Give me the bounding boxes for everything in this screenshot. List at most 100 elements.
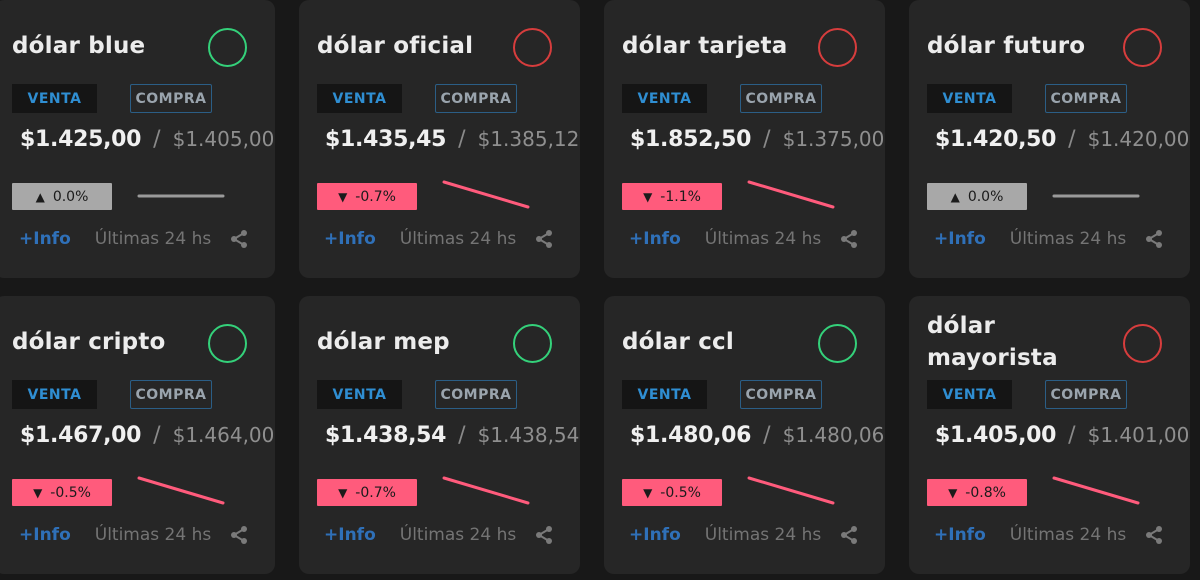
last-24h-label: Últimas 24 hs [1009,229,1127,249]
change-arrow-icon: ▼ [338,189,348,204]
rate-card-mayorista[interactable]: dólar mayorista VENTA COMPRA $1.405,00 /… [909,296,1190,574]
change-value: 0.0% [967,188,1004,205]
sparkline-line [442,476,530,505]
venta-price: $1.435,45 [325,127,447,152]
change-badge: ▲ 0.0% [12,183,112,210]
share-icon[interactable] [1144,525,1164,545]
rate-card-cripto[interactable]: dólar cripto VENTA COMPRA $1.467,00 / $1… [0,296,275,574]
more-info-link[interactable]: +Info [19,229,71,249]
more-info-link[interactable]: +Info [629,525,681,545]
compra-tab[interactable]: COMPRA [740,380,822,409]
change-value: -0.5% [50,484,91,501]
sparkline-chart [442,180,530,209]
venta-tab[interactable]: VENTA [622,380,707,409]
compra-tab[interactable]: COMPRA [435,380,517,409]
venta-price: $1.480,06 [630,423,752,448]
price-separator: / [458,127,466,152]
share-icon[interactable] [839,525,859,545]
rate-card-blue[interactable]: dólar blue VENTA COMPRA $1.425,00 / $1.4… [0,0,275,278]
sparkline-line [442,180,530,209]
share-icon[interactable] [1144,229,1164,249]
sparkline-chart [1052,194,1140,198]
sparkline-line [137,476,225,505]
card-title: dólar ccl [622,329,734,355]
change-badge: ▼ -0.5% [12,479,112,506]
venta-tab[interactable]: VENTA [927,380,1012,409]
rate-card-futuro[interactable]: dólar futuro VENTA COMPRA $1.420,50 / $1… [909,0,1190,278]
compra-tab[interactable]: COMPRA [435,84,517,113]
rate-card-ccl[interactable]: dólar ccl VENTA COMPRA $1.480,06 / $1.48… [604,296,885,574]
share-icon[interactable] [534,229,554,249]
share-icon[interactable] [839,229,859,249]
rate-card-tarjeta[interactable]: dólar tarjeta VENTA COMPRA $1.852,50 / $… [604,0,885,278]
more-info-link[interactable]: +Info [324,525,376,545]
rate-card-mep[interactable]: dólar mep VENTA COMPRA $1.438,54 / $1.43… [299,296,580,574]
price-separator: / [763,127,771,152]
change-value: 0.0% [52,188,89,205]
status-circle-icon [208,28,247,67]
change-badge: ▼ -1.1% [622,183,722,210]
compra-tab[interactable]: COMPRA [1045,84,1127,113]
change-arrow-icon: ▼ [643,189,653,204]
card-footer: +Info Últimas 24 hs [324,525,554,545]
change-arrow-icon: ▲ [35,189,45,204]
sparkline-chart [747,476,835,505]
more-info-link[interactable]: +Info [934,229,986,249]
more-info-link[interactable]: +Info [324,229,376,249]
change-arrow-icon: ▼ [643,485,653,500]
card-title: dólar oficial [317,33,474,59]
price-separator: / [1068,127,1076,152]
price-separator: / [458,423,466,448]
venta-tab[interactable]: VENTA [622,84,707,113]
venta-tab[interactable]: VENTA [12,84,97,113]
compra-price: $1.405,00 [172,127,275,151]
status-circle-icon [1123,28,1162,67]
more-info-link[interactable]: +Info [934,525,986,545]
sparkline-line [747,476,835,505]
venta-tab[interactable]: VENTA [12,380,97,409]
price-row: $1.438,54 / $1.438,54 [325,423,579,448]
compra-tab[interactable]: COMPRA [740,84,822,113]
sparkline-line [1052,476,1140,505]
price-row: $1.480,06 / $1.480,06 [630,423,884,448]
sparkline-chart [1052,476,1140,505]
compra-price: $1.385,12 [477,127,580,151]
status-circle-icon [208,324,247,363]
venta-tab[interactable]: VENTA [927,84,1012,113]
card-footer: +Info Últimas 24 hs [934,229,1164,249]
change-arrow-icon: ▼ [33,485,43,500]
card-title: dólar mayorista [927,313,1058,371]
venta-price: $1.438,54 [325,423,447,448]
compra-price: $1.420,00 [1087,127,1190,151]
price-row: $1.435,45 / $1.385,12 [325,127,579,152]
change-arrow-icon: ▲ [950,189,960,204]
card-footer: +Info Últimas 24 hs [19,229,249,249]
card-title: dólar cripto [12,329,166,355]
compra-tab[interactable]: COMPRA [1045,380,1127,409]
price-row: $1.420,50 / $1.420,00 [935,127,1189,152]
sparkline-chart [137,194,225,198]
change-value: -0.5% [660,484,701,501]
last-24h-label: Últimas 24 hs [704,229,822,249]
last-24h-label: Últimas 24 hs [704,525,822,545]
card-footer: +Info Últimas 24 hs [629,229,859,249]
venta-price: $1.420,50 [935,127,1057,152]
status-circle-icon [818,324,857,363]
share-icon[interactable] [229,525,249,545]
change-arrow-icon: ▼ [948,485,958,500]
price-row: $1.405,00 / $1.401,00 [935,423,1189,448]
price-row: $1.425,00 / $1.405,00 [20,127,274,152]
share-icon[interactable] [534,525,554,545]
venta-tab[interactable]: VENTA [317,84,402,113]
venta-tab[interactable]: VENTA [317,380,402,409]
compra-price: $1.480,06 [782,423,885,447]
compra-tab[interactable]: COMPRA [130,380,212,409]
compra-tab[interactable]: COMPRA [130,84,212,113]
more-info-link[interactable]: +Info [19,525,71,545]
rate-card-oficial[interactable]: dólar oficial VENTA COMPRA $1.435,45 / $… [299,0,580,278]
more-info-link[interactable]: +Info [629,229,681,249]
share-icon[interactable] [229,229,249,249]
status-circle-icon [513,28,552,67]
last-24h-label: Últimas 24 hs [1009,525,1127,545]
